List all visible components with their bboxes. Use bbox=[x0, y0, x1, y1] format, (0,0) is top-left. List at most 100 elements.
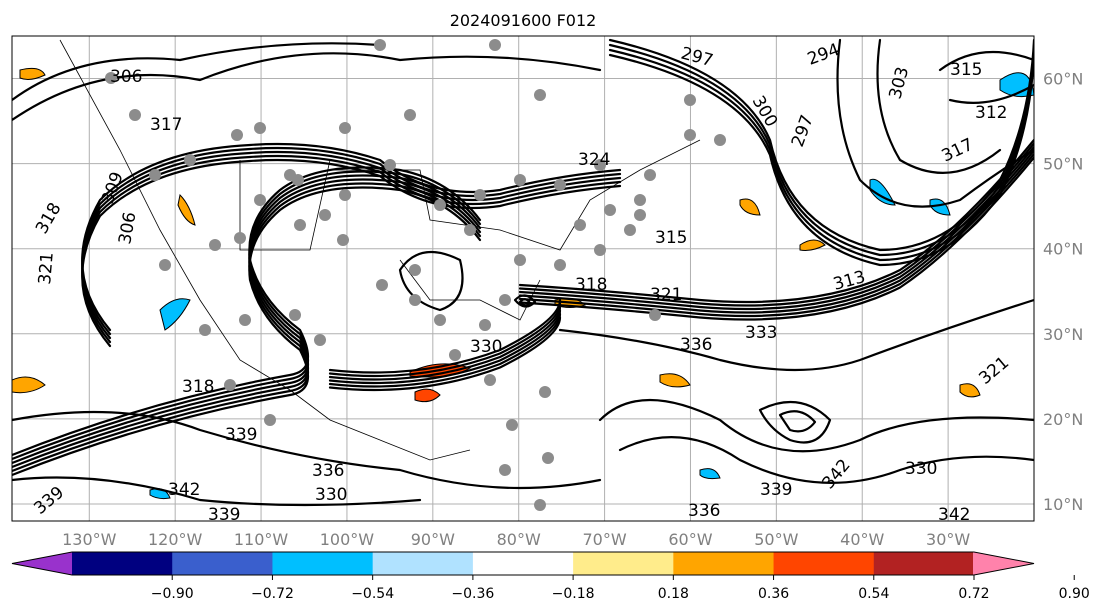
colorbar-segment bbox=[472, 552, 574, 575]
colorbar-segment bbox=[372, 552, 474, 575]
latitude-label: 20°N bbox=[1043, 410, 1083, 429]
station-marker bbox=[337, 234, 349, 246]
station-marker bbox=[239, 314, 251, 326]
colorbar-segment bbox=[773, 552, 875, 575]
station-marker bbox=[514, 254, 526, 266]
colorbar-tick-label: −0.54 bbox=[351, 586, 394, 602]
station-marker bbox=[234, 232, 246, 244]
latitude-label: 10°N bbox=[1043, 495, 1083, 514]
longitude-label: 80°W bbox=[497, 530, 541, 549]
contour-labels: 306 317 318 309 306 321 324 315 318 321 … bbox=[30, 40, 1013, 521]
colorbar-tick-label: −0.18 bbox=[552, 586, 595, 602]
station-marker bbox=[714, 134, 726, 146]
contour-line bbox=[81, 154, 622, 344]
station-marker bbox=[209, 239, 221, 251]
longitude-label: 60°W bbox=[668, 530, 712, 549]
colorbar-extend-high bbox=[973, 552, 1034, 575]
contour-line bbox=[608, 43, 1034, 257]
colorbar-tick-label: −0.90 bbox=[151, 586, 194, 602]
colorbar-tick-label: 0.18 bbox=[658, 586, 689, 602]
station-marker bbox=[554, 179, 566, 191]
contour-label: 324 bbox=[578, 150, 610, 170]
station-marker bbox=[634, 209, 646, 221]
station-marker bbox=[409, 264, 421, 276]
station-marker bbox=[594, 244, 606, 256]
station-marker bbox=[384, 159, 396, 171]
contour-bundle-west-ridge bbox=[81, 142, 622, 348]
station-marker bbox=[159, 259, 171, 271]
station-marker bbox=[231, 129, 243, 141]
colorbar-segment bbox=[72, 552, 173, 575]
contour-line bbox=[81, 142, 622, 332]
contour-label: 306 bbox=[115, 210, 140, 245]
contour-line bbox=[328, 149, 1034, 385]
contour-label: 297 bbox=[679, 44, 716, 72]
station-marker bbox=[254, 122, 266, 134]
station-marker bbox=[499, 464, 511, 476]
latitude-label: 50°N bbox=[1043, 155, 1083, 174]
colorbar-tick-label: 0.72 bbox=[958, 586, 989, 602]
station-marker bbox=[574, 219, 586, 231]
station-marker bbox=[376, 279, 388, 291]
station-marker bbox=[499, 294, 511, 306]
colorbar-tick-label: −0.36 bbox=[451, 586, 494, 602]
station-marker bbox=[404, 109, 416, 121]
longitude-label: 130°W bbox=[62, 530, 117, 549]
station-marker bbox=[539, 386, 551, 398]
contour-label: 342 bbox=[168, 480, 200, 500]
station-marker bbox=[684, 129, 696, 141]
contour-lines bbox=[12, 38, 1034, 507]
colorbar-extend-low bbox=[12, 552, 73, 575]
station-marker bbox=[292, 174, 304, 186]
contour-label: 336 bbox=[312, 461, 344, 481]
contour-label: 303 bbox=[886, 65, 914, 102]
longitude-label: 100°W bbox=[320, 530, 375, 549]
contour-label: 306 bbox=[110, 67, 142, 87]
station-marker bbox=[684, 94, 696, 106]
colorbar: −0.90 −0.72 −0.54 −0.36 −0.18 0.18 0.36 0.54 0.7… bbox=[11, 551, 1090, 602]
station-marker bbox=[604, 204, 616, 216]
station-marker bbox=[149, 169, 161, 181]
station-marker bbox=[294, 219, 306, 231]
map-panel: 306 317 318 309 306 321 324 315 318 321 … bbox=[11, 35, 1083, 549]
station-marker bbox=[129, 109, 141, 121]
station-marker bbox=[542, 452, 554, 464]
contour-label: 315 bbox=[655, 228, 687, 248]
station-marker bbox=[484, 374, 496, 386]
longitude-label: 40°W bbox=[840, 530, 884, 549]
latitude-labels: 60°N 50°N 40°N 30°N 20°N 10°N bbox=[1043, 70, 1083, 514]
colorbar-segment bbox=[873, 552, 975, 575]
station-marker bbox=[506, 419, 518, 431]
station-marker bbox=[289, 309, 301, 321]
station-marker bbox=[594, 159, 606, 171]
contour-line bbox=[328, 152, 1034, 388]
contour-label: 318 bbox=[32, 199, 66, 237]
contour-line bbox=[81, 158, 622, 348]
contour-label: 321 bbox=[35, 251, 58, 285]
station-marker bbox=[554, 259, 566, 271]
colorbar-tick-label: 0.36 bbox=[758, 586, 789, 602]
contour-label: 339 bbox=[30, 483, 68, 519]
colorbar-segment bbox=[172, 552, 273, 575]
contour-label: 321 bbox=[650, 285, 682, 305]
contour-label: 330 bbox=[315, 485, 347, 505]
longitude-label: 30°W bbox=[926, 530, 970, 549]
contour-line bbox=[328, 142, 1034, 378]
station-marker bbox=[409, 294, 421, 306]
contour-label: 294 bbox=[805, 40, 842, 70]
station-marker bbox=[105, 72, 117, 84]
contour-line bbox=[12, 186, 482, 477]
station-marker bbox=[449, 349, 461, 361]
station-marker bbox=[339, 122, 351, 134]
station-marker bbox=[644, 169, 656, 181]
colorbar-tick-label: 0.54 bbox=[858, 586, 889, 602]
station-marker bbox=[514, 174, 526, 186]
station-marker bbox=[649, 309, 661, 321]
contour-label: 317 bbox=[150, 115, 182, 135]
contour-line bbox=[608, 38, 1034, 252]
contour-label: 318 bbox=[182, 377, 214, 397]
longitude-label: 90°W bbox=[411, 530, 455, 549]
station-marker bbox=[374, 39, 386, 51]
colorbar-tick-label: 0.90 bbox=[1059, 586, 1090, 602]
